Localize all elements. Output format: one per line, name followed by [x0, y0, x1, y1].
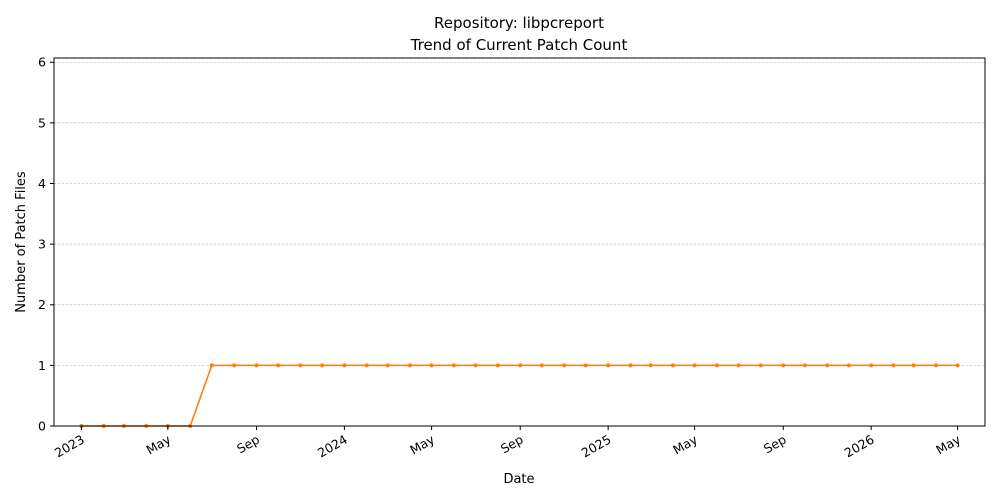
data-point [891, 363, 896, 368]
data-point [869, 363, 874, 368]
y-tick-label: 3 [38, 237, 46, 252]
gridlines [54, 61, 985, 366]
data-point [670, 363, 675, 368]
data-point [934, 363, 938, 368]
data-point [298, 363, 303, 368]
x-tick-label: May [143, 431, 173, 457]
data-point [473, 363, 478, 368]
data-point [781, 363, 786, 368]
y-tick-label: 5 [38, 115, 46, 130]
data-point [429, 363, 434, 368]
data-point [802, 363, 807, 368]
x-tick-label: May [407, 431, 437, 457]
data-point [606, 363, 611, 368]
series-line-layer [81, 364, 958, 427]
data-point [254, 363, 259, 368]
x-tick-label: May [933, 431, 963, 457]
y-tick-label: 0 [38, 419, 46, 434]
data-point [692, 363, 697, 368]
data-point [955, 363, 960, 368]
plot-area-frame [53, 57, 986, 427]
data-point [648, 363, 653, 368]
data-point [628, 363, 633, 368]
data-point [825, 363, 830, 368]
data-point [451, 363, 456, 368]
data-point [736, 363, 741, 368]
y-tick-label: 1 [38, 358, 46, 373]
data-point [758, 363, 763, 368]
y-tick-label: 4 [38, 176, 46, 191]
data-point [209, 363, 214, 368]
x-tick-label: 2023 [52, 432, 87, 461]
data-point [518, 363, 523, 368]
series-line [81, 364, 958, 427]
data-point [407, 363, 412, 368]
data-point [846, 363, 851, 368]
y-axis-label: Number of Patch Files [14, 171, 29, 313]
data-point [342, 363, 347, 368]
x-tick-label: Sep [234, 432, 262, 457]
chart-title: Repository: libpcreport [434, 14, 604, 32]
data-point [232, 363, 237, 368]
x-tick-label: 2025 [579, 432, 614, 461]
chart-subtitle: Trend of Current Patch Count [410, 36, 628, 54]
data-point [583, 363, 588, 368]
data-points [79, 363, 960, 428]
y-tick-label: 6 [38, 55, 46, 70]
x-tick-label: May [670, 431, 700, 457]
x-tick-label: Sep [498, 432, 526, 457]
y-tick-label: 2 [38, 297, 46, 312]
data-point [385, 363, 390, 368]
data-point [714, 363, 719, 368]
x-axis-ticks: 2023 May Sep 2024 May Sep 2025 May Sep 2026 May [52, 426, 964, 461]
y-axis-ticks: 0 1 2 3 4 5 6 [38, 55, 54, 434]
data-point [562, 363, 567, 368]
data-point [364, 363, 369, 368]
data-point [495, 363, 500, 368]
data-point [539, 363, 544, 368]
x-tick-label: Sep [761, 432, 789, 457]
x-axis-label: Date [503, 472, 534, 487]
data-point [911, 363, 916, 368]
data-point [320, 363, 325, 368]
x-tick-label: 2024 [315, 432, 350, 461]
x-tick-label: 2026 [842, 432, 877, 461]
data-point [276, 363, 281, 368]
